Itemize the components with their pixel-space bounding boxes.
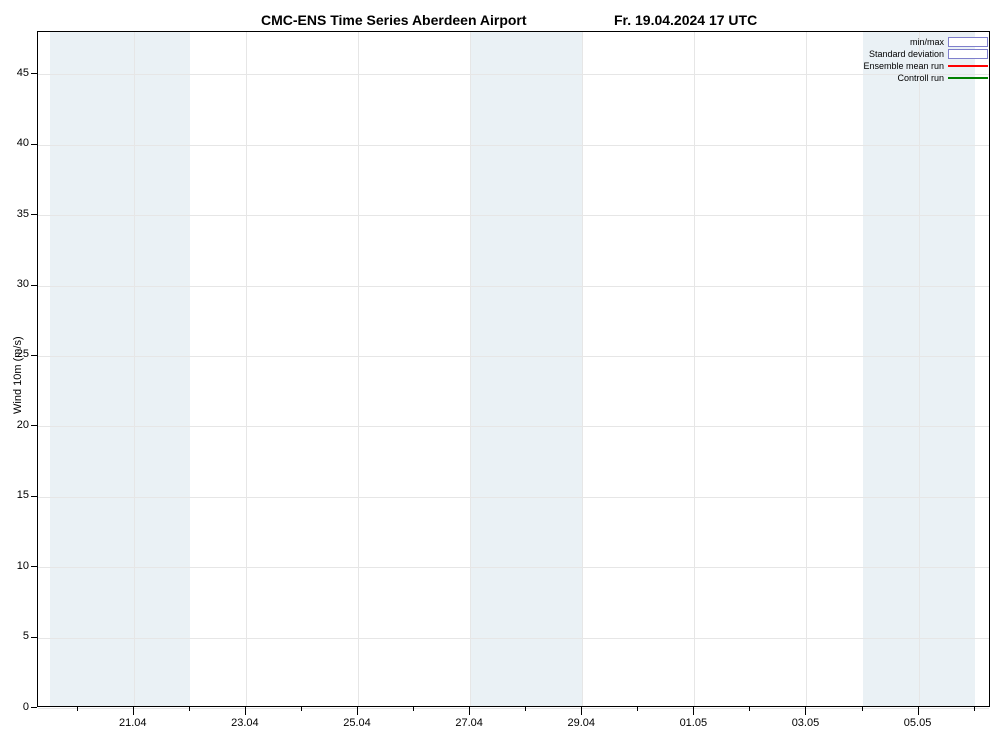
legend-item: min/max [863,36,988,48]
x-tick-mark [693,707,694,715]
gridline-vertical [470,32,471,706]
legend-swatch [948,49,988,59]
legend-item: Ensemble mean run [863,60,988,72]
x-minor-tick-mark [974,707,975,711]
x-tick-mark [805,707,806,715]
gridline-vertical [246,32,247,706]
y-tick-mark [31,566,37,567]
gridline-vertical [919,32,920,706]
x-tick-label: 03.05 [792,717,820,729]
chart-container: CMC-ENS Time Series Aberdeen Airport Fr.… [0,0,1000,733]
y-tick-label: 45 [17,67,29,79]
x-minor-tick-mark [525,707,526,711]
x-tick-mark [918,707,919,715]
x-minor-tick-mark [749,707,750,711]
y-tick-label: 25 [17,348,29,360]
y-tick-label: 15 [17,489,29,501]
legend-line [948,77,988,79]
legend-label: Ensemble mean run [863,61,944,71]
y-tick-mark [31,285,37,286]
gridline-vertical [582,32,583,706]
x-minor-tick-mark [413,707,414,711]
y-tick-label: 0 [23,701,29,713]
legend-label: min/max [910,37,944,47]
y-tick-mark [31,425,37,426]
weekend-band [470,32,582,706]
weekend-band [50,32,190,706]
y-tick-label: 10 [17,560,29,572]
chart-title-right: Fr. 19.04.2024 17 UTC [614,12,757,28]
y-tick-mark [31,73,37,74]
y-tick-mark [31,637,37,638]
x-tick-mark [469,707,470,715]
gridline-horizontal [38,497,989,498]
y-tick-mark [31,214,37,215]
gridline-horizontal [38,567,989,568]
legend: min/max Standard deviation Ensemble mean r… [863,36,988,84]
chart-title-left: CMC-ENS Time Series Aberdeen Airport [261,12,527,28]
gridline-horizontal [38,426,989,427]
legend-item: Controll run [863,72,988,84]
gridline-horizontal [38,145,989,146]
gridline-horizontal [38,215,989,216]
x-tick-label: 23.04 [231,717,259,729]
x-minor-tick-mark [637,707,638,711]
x-tick-label: 27.04 [455,717,483,729]
gridline-vertical [134,32,135,706]
y-tick-mark [31,496,37,497]
legend-label: Controll run [897,73,944,83]
x-tick-label: 01.05 [680,717,708,729]
x-minor-tick-mark [301,707,302,711]
plot-area [37,31,990,707]
gridline-horizontal [38,638,989,639]
gridline-vertical [358,32,359,706]
legend-swatch [948,37,988,47]
y-tick-label: 35 [17,208,29,220]
x-tick-mark [357,707,358,715]
legend-line [948,65,988,67]
x-tick-mark [245,707,246,715]
legend-label: Standard deviation [869,49,944,59]
y-tick-label: 40 [17,137,29,149]
x-tick-label: 21.04 [119,717,147,729]
y-tick-label: 20 [17,419,29,431]
x-tick-label: 29.04 [567,717,595,729]
gridline-horizontal [38,74,989,75]
x-tick-label: 25.04 [343,717,371,729]
gridline-vertical [806,32,807,706]
y-tick-mark [31,707,37,708]
x-minor-tick-mark [77,707,78,711]
x-tick-mark [133,707,134,715]
x-minor-tick-mark [189,707,190,711]
y-tick-label: 5 [23,630,29,642]
gridline-horizontal [38,356,989,357]
gridline-horizontal [38,708,989,709]
x-minor-tick-mark [862,707,863,711]
gridline-vertical [694,32,695,706]
gridline-horizontal [38,286,989,287]
x-tick-label: 05.05 [904,717,932,729]
y-tick-mark [31,355,37,356]
y-tick-mark [31,144,37,145]
x-tick-mark [581,707,582,715]
legend-item: Standard deviation [863,48,988,60]
y-tick-label: 30 [17,278,29,290]
